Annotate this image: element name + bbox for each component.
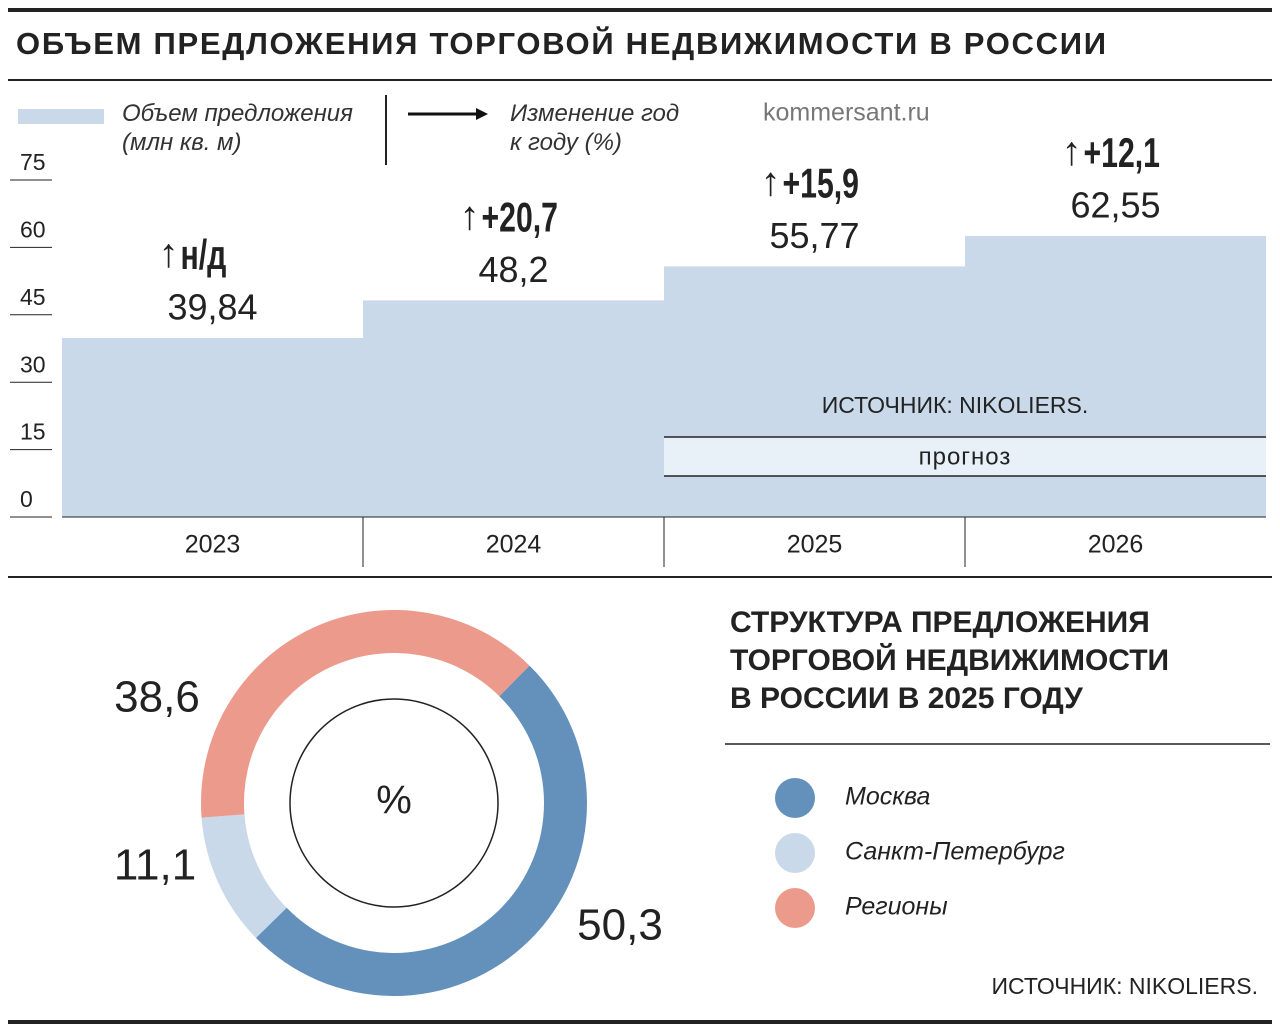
- y-tick-label: 0: [20, 486, 33, 512]
- center-label: %: [376, 779, 412, 823]
- chart-title: ТОРГОВОЙ НЕДВИЖИМОСТИ: [730, 643, 1169, 677]
- change-label: +12,1: [1084, 129, 1160, 176]
- legend-swatch: [18, 109, 104, 124]
- y-tick-label: 45: [20, 284, 46, 310]
- value-label: 55,77: [769, 215, 859, 256]
- inner-ring: [289, 698, 499, 908]
- legend-label: Санкт-Петербург: [845, 838, 1065, 866]
- donut-slice: [255, 665, 587, 996]
- legend-label: Москва: [845, 783, 931, 811]
- legend-swatch: [775, 778, 815, 818]
- value-label: 50,3: [577, 901, 663, 950]
- value-label: 48,2: [478, 249, 548, 290]
- y-tick-label: 75: [20, 149, 46, 175]
- x-tick-label: 2023: [185, 531, 241, 559]
- x-tick-label: 2026: [1088, 531, 1144, 559]
- legend-label: Изменение год к году (%): [510, 100, 680, 156]
- chart-title: ОБЪЕМ ПРЕДЛОЖЕНИЯ ТОРГОВОЙ НЕДВИЖИМОСТИ …: [16, 25, 1106, 61]
- y-tick-label: 15: [20, 419, 46, 445]
- bottom-rule: [8, 1020, 1272, 1024]
- change-arrow: ↑: [159, 232, 179, 276]
- y-tick-label: 60: [20, 216, 46, 242]
- change-label: н/д: [181, 231, 227, 278]
- legend-swatch: [775, 888, 815, 928]
- change-label: +15,9: [783, 160, 859, 207]
- change-arrow: ↑: [460, 194, 480, 238]
- y-tick-label: 30: [20, 351, 46, 377]
- x-tick-label: 2024: [486, 531, 542, 559]
- value-label: 39,84: [167, 287, 257, 328]
- chart-title: В РОССИИ В 2025 ГОДУ: [730, 682, 1083, 715]
- top-rule: [8, 8, 1272, 12]
- change-label: +20,7: [482, 194, 558, 241]
- value-label: 38,6: [114, 673, 200, 722]
- legend-arrow-head: [476, 108, 488, 120]
- forecast-band: [664, 437, 1266, 476]
- x-tick-label: 2025: [787, 531, 843, 559]
- source: ИСТОЧНИК: NIKOLIERS.: [822, 392, 1089, 418]
- donut-slice: [201, 609, 530, 818]
- source-site: kommersant.ru: [763, 99, 930, 127]
- legend-swatch: [775, 833, 815, 873]
- legend-label: Регионы: [845, 893, 948, 921]
- change-arrow: ↑: [761, 160, 781, 204]
- value-label: 62,55: [1070, 184, 1160, 225]
- bar: [363, 300, 664, 517]
- donut-slice: [201, 814, 287, 938]
- legend-label: Объем предложения (млн кв. м): [122, 100, 353, 156]
- value-label: 11,1: [114, 841, 196, 890]
- forecast-label: прогноз: [919, 443, 1012, 470]
- bar: [62, 337, 363, 517]
- chart-title: СТРУКТУРА ПРЕДЛОЖЕНИЯ: [730, 606, 1150, 639]
- source: ИСТОЧНИК: NIKOLIERS.: [991, 973, 1258, 999]
- change-arrow: ↑: [1062, 130, 1082, 174]
